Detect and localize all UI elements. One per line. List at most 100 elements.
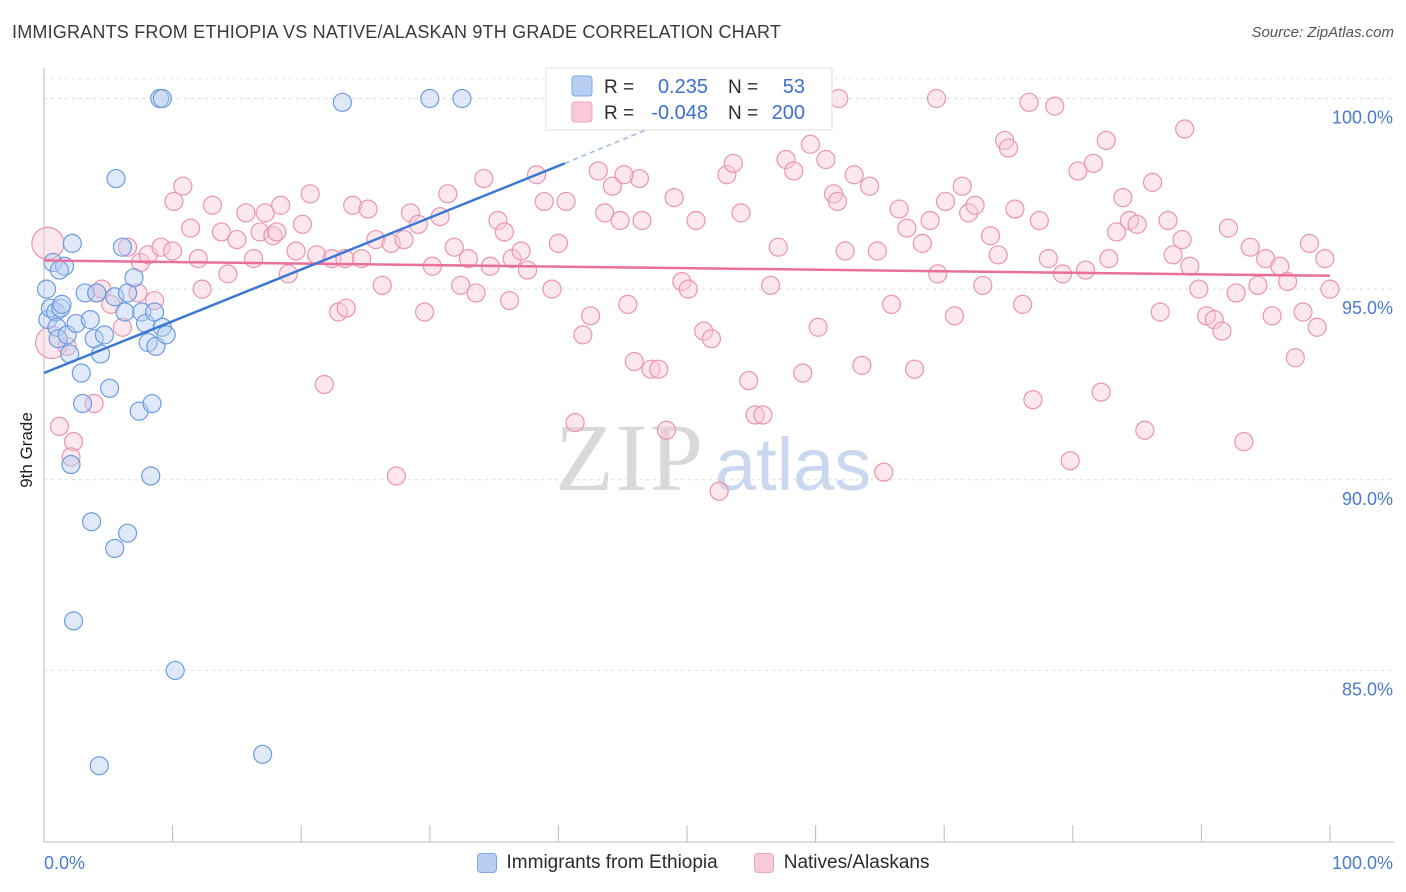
legend-r-label-blue: R = <box>604 77 634 98</box>
chart-title: IMMIGRANTS FROM ETHIOPIA VS NATIVE/ALASK… <box>12 22 782 42</box>
ethiopia-point-43 <box>141 466 161 486</box>
natives-point-10 <box>112 317 133 337</box>
ethiopia-point-24 <box>112 237 133 257</box>
legend-swatch-blue <box>571 75 593 97</box>
natives-point-19 <box>181 218 201 238</box>
natives-point-76 <box>595 203 615 223</box>
natives-point-38 <box>314 374 334 395</box>
natives-point-105 <box>816 149 836 170</box>
natives-point-119 <box>920 210 940 231</box>
natives-point-16 <box>151 237 171 257</box>
natives-point-57 <box>451 275 471 295</box>
natives-point-101 <box>784 161 804 181</box>
natives-point-160 <box>1226 283 1246 303</box>
natives-point-84 <box>656 420 677 440</box>
natives-point-195 <box>926 88 947 109</box>
natives-point-110 <box>852 355 872 375</box>
natives-point-62 <box>488 210 508 231</box>
y-tick-label-0: 85.0% <box>1342 679 1393 699</box>
natives-point-151 <box>1158 210 1178 231</box>
natives-point-198 <box>336 298 356 318</box>
natives-point-44 <box>358 199 378 219</box>
natives-point-52 <box>415 302 435 322</box>
legend-swatch-pink <box>571 101 593 123</box>
natives-point-117 <box>905 359 925 379</box>
natives-point-15 <box>144 290 165 311</box>
axes <box>43 68 1394 843</box>
natives-point-77 <box>602 176 623 196</box>
natives-point-121 <box>935 191 956 212</box>
natives-point-114 <box>881 294 902 314</box>
natives-point-58 <box>458 249 478 269</box>
ethiopia-point-18 <box>87 283 107 303</box>
natives-point-159 <box>1218 218 1239 238</box>
natives-point-199 <box>163 241 183 261</box>
natives-point-167 <box>1277 271 1298 292</box>
natives-point-162 <box>1240 237 1260 257</box>
natives-point-98 <box>760 275 781 295</box>
natives-point-68 <box>534 191 554 212</box>
y-tick-label-3: 100.0% <box>1332 108 1393 128</box>
ethiopia-point-2 <box>40 298 61 318</box>
natives-point-32 <box>271 195 291 215</box>
natives-point-192 <box>614 165 634 185</box>
natives-point-147 <box>1127 214 1147 234</box>
natives-point-88 <box>686 210 706 231</box>
ethiopia-point-13 <box>71 363 91 383</box>
natives-point-194 <box>1019 92 1039 112</box>
natives-point-42 <box>343 195 363 215</box>
natives-point-4 <box>63 432 84 452</box>
watermark: ZIP atlas <box>555 404 871 511</box>
natives-point-109 <box>844 165 864 185</box>
natives-point-79 <box>618 294 638 314</box>
legend-item-ethiopia[interactable]: Immigrants from Ethiopia <box>476 852 718 874</box>
natives-point-163 <box>1248 275 1268 295</box>
source-label: Source: ZipAtlas.com <box>1251 24 1394 41</box>
natives-point-157 <box>1204 310 1224 330</box>
natives-point-50 <box>400 203 421 223</box>
natives-point-125 <box>965 195 985 215</box>
natives-point-29 <box>255 203 275 223</box>
natives-point-115 <box>889 199 909 219</box>
ethiopia-point-37 <box>52 294 72 314</box>
natives-point-136 <box>1045 96 1065 116</box>
y-tick-label-2: 95.0% <box>1342 298 1393 318</box>
natives-point-26 <box>236 203 256 223</box>
natives-point-95 <box>739 371 759 391</box>
natives-point-36 <box>300 184 320 204</box>
ethiopia-point-41 <box>117 523 138 543</box>
natives-point-71 <box>556 191 576 212</box>
natives-point-141 <box>1083 153 1103 173</box>
natives-alaskans-points <box>31 88 1340 501</box>
ethiopia-point-36 <box>156 325 176 345</box>
natives-point-193 <box>1096 130 1116 151</box>
ethiopia-point-44 <box>165 660 185 681</box>
natives-point-73 <box>573 325 593 345</box>
natives-point-113 <box>874 462 894 482</box>
ethiopia-point-12 <box>66 313 86 334</box>
natives-point-20 <box>188 249 208 269</box>
legend-swatch-ethiopia <box>476 853 497 873</box>
natives-point-23 <box>211 222 232 242</box>
natives-point-104 <box>808 317 828 337</box>
ethiopia-point-4 <box>45 302 66 322</box>
ethiopia-point-33 <box>144 302 165 322</box>
ethiopia-point-25 <box>115 302 135 322</box>
trend-lines <box>43 128 1331 375</box>
y-axis-label-group: 9th Grade <box>17 412 36 488</box>
ethiopia-point-48 <box>152 88 172 109</box>
natives-point-11 <box>117 237 138 257</box>
natives-point-127 <box>980 226 1001 246</box>
natives-point-60 <box>474 168 494 189</box>
natives-point-2 <box>49 416 70 437</box>
ethiopia-trend-extension <box>564 128 649 165</box>
natives-point-21 <box>192 279 212 299</box>
natives-point-87 <box>678 279 698 299</box>
natives-point-168 <box>1285 348 1305 368</box>
natives-point-92 <box>717 165 737 185</box>
natives-point-99 <box>768 237 788 257</box>
natives-point-120 <box>928 264 948 284</box>
natives-point-172 <box>1315 249 1335 269</box>
natives-point-28 <box>250 222 270 242</box>
legend-item-natives[interactable]: Natives/Alaskans <box>753 852 929 874</box>
